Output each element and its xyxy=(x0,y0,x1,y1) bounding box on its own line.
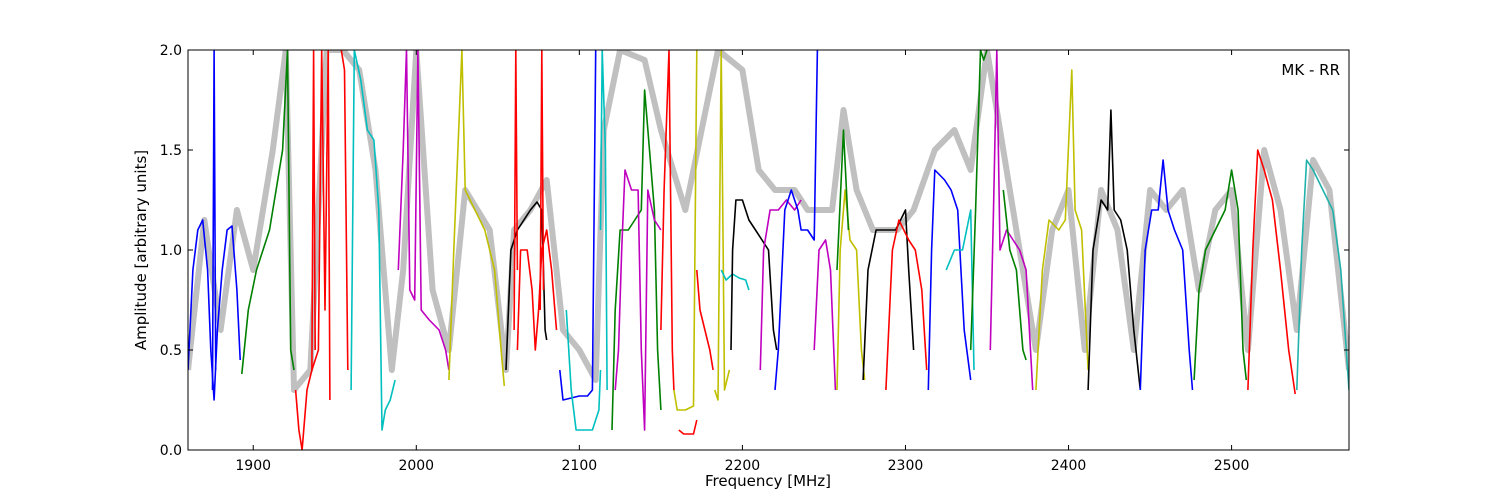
series-segment-30 xyxy=(836,129,850,271)
background-envelope xyxy=(188,50,1349,393)
x-tick-label: 2400 xyxy=(1051,458,1087,474)
series-segment-41 xyxy=(1193,169,1248,381)
series-layer xyxy=(188,50,1349,450)
x-tick-label: 2000 xyxy=(398,458,434,474)
series-segment-7 xyxy=(350,50,396,431)
series-segment-18 xyxy=(614,169,662,431)
x-tick-label: 2100 xyxy=(562,458,598,474)
series-segment-35 xyxy=(969,50,988,351)
y-tick-label: 0.5 xyxy=(160,343,182,359)
series-segment-11 xyxy=(516,229,558,351)
series-segment-34 xyxy=(945,209,975,371)
series-segment-43 xyxy=(1296,159,1349,391)
panel-annotation: MK - RR xyxy=(1281,61,1340,79)
series-segment-15 xyxy=(565,309,602,431)
x-axis-ticks: 1900 2000 2100 2200 2300 2400 2500 xyxy=(235,50,1249,474)
series-segment-14 xyxy=(559,50,597,401)
series-segment-31 xyxy=(862,209,915,381)
series-segment-4 xyxy=(294,50,331,450)
series-segment-2 xyxy=(211,50,217,391)
series-segment-5 xyxy=(311,50,317,371)
series-segment-16 xyxy=(599,50,608,391)
series-segment-25 xyxy=(730,199,778,351)
series-segment-39 xyxy=(1087,109,1142,391)
series-segment-3 xyxy=(241,50,295,375)
series-segment-40 xyxy=(1139,159,1194,391)
series-segment-1 xyxy=(188,219,241,401)
background-envelope-layer xyxy=(188,50,1349,393)
y-axis-ticks: 0.0 0.5 1.0 1.5 2.0 xyxy=(160,43,1349,459)
y-tick-label: 2.0 xyxy=(160,43,182,59)
series-segment-29 xyxy=(836,189,866,391)
series-segment-24 xyxy=(720,269,750,291)
y-axis-label: Amplitude [arbitrary units] xyxy=(132,150,150,350)
x-tick-label: 2200 xyxy=(725,458,761,474)
series-segment-8 xyxy=(397,50,450,371)
series-segment-19 xyxy=(660,50,675,391)
series-segment-20 xyxy=(678,419,698,435)
x-tick-label: 2500 xyxy=(1214,458,1250,474)
series-segment-36 xyxy=(989,50,1034,391)
series-segment-23 xyxy=(713,50,731,401)
series-segment-17 xyxy=(611,89,662,431)
y-tick-label: 0.0 xyxy=(160,443,182,459)
series-segment-38 xyxy=(1035,69,1089,391)
series-segment-32 xyxy=(885,219,928,391)
series-segment-13 xyxy=(539,50,545,311)
series-segment-28 xyxy=(813,239,837,391)
series-segment-27 xyxy=(774,50,819,391)
y-tick-label: 1.5 xyxy=(160,143,182,159)
series-segment-26 xyxy=(759,199,802,371)
x-tick-label: 2300 xyxy=(888,458,924,474)
series-segment-42 xyxy=(1247,149,1296,395)
series-segment-21 xyxy=(673,50,698,411)
y-tick-label: 1.0 xyxy=(160,243,182,259)
series-segment-22 xyxy=(696,269,714,371)
x-axis-label: Frequency [MHz] xyxy=(705,472,831,490)
series-segment-9 xyxy=(448,50,506,387)
series-segment-12 xyxy=(513,50,519,331)
series-segment-33 xyxy=(927,169,972,391)
x-tick-label: 1900 xyxy=(235,458,271,474)
series-segment-10 xyxy=(505,201,548,371)
series-segment-37 xyxy=(1002,189,1027,361)
series-segment-6 xyxy=(340,50,349,371)
